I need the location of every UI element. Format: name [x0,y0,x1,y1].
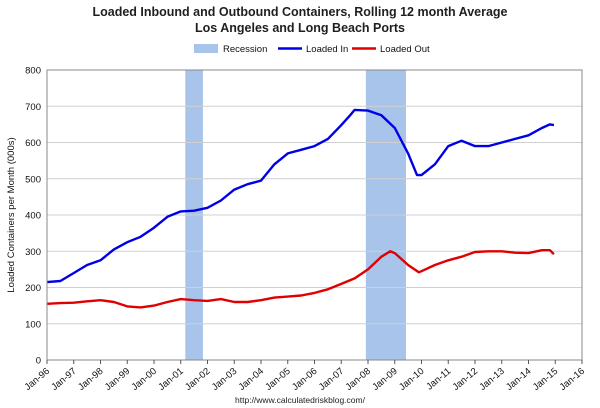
y-tick-label: 100 [25,319,41,330]
x-tick-labels: Jan-96Jan-97Jan-98Jan-99Jan-00Jan-01Jan-… [23,366,587,393]
x-tick-label: Jan-00 [130,366,159,393]
x-tick-label: Jan-13 [477,366,506,393]
x-tick-label: Jan-11 [424,366,453,393]
y-tick-label: 300 [25,247,41,258]
legend-label-recession: Recession [223,44,267,55]
x-tick-label: Jan-04 [237,366,266,393]
x-tick-label: Jan-03 [210,366,239,393]
x-tick-label: Jan-96 [23,366,52,393]
series-line-loaded-in [46,108,555,284]
y-tick-label: 400 [25,211,41,222]
y-tick-label: 800 [25,66,41,77]
x-tick-label: Jan-97 [49,366,78,393]
y-tick-labels: 0 100 200 300 400 500 600 700 800 [25,66,41,367]
legend-label-loaded-in: Loaded In [306,44,348,55]
legend: Recession Loaded In Loaded Out [194,44,430,55]
chart-subtitle: Los Angeles and Long Beach Ports [195,21,405,35]
y-tick-label: 0 [36,356,41,367]
x-tick-label: Jan-99 [103,366,132,393]
x-tick-label: Jan-05 [263,366,292,393]
y-tick-label: 500 [25,174,41,185]
y-axis-label: Loaded Containers per Month (000s) [6,137,17,292]
x-tick-label: Jan-08 [344,366,373,393]
series-line-loaded-out [46,249,555,309]
axes [46,69,583,364]
x-tick-label: Jan-15 [531,366,560,393]
series-lines [46,108,555,309]
chart-title: Loaded Inbound and Outbound Containers, … [92,5,507,19]
legend-swatch-recession [194,44,218,53]
x-tick-label: Jan-14 [504,366,533,393]
y-tick-label: 200 [25,283,41,294]
x-tick-label: Jan-12 [451,366,480,393]
y-tick-label: 700 [25,102,41,113]
y-tick-label: 600 [25,138,41,149]
legend-label-loaded-out: Loaded Out [380,44,430,55]
x-tick-label: Jan-06 [290,366,319,393]
source-credit: http://www.calculatedriskblog.com/ [235,395,366,405]
x-tick-label: Jan-98 [76,366,105,393]
x-tick-label: Jan-02 [183,366,212,393]
x-tick-label: Jan-10 [397,366,426,393]
x-tick-label: Jan-09 [370,366,399,393]
x-tick-label: Jan-01 [156,366,185,393]
x-tick-label: Jan-07 [317,366,346,393]
x-tick-label: Jan-16 [558,366,587,393]
